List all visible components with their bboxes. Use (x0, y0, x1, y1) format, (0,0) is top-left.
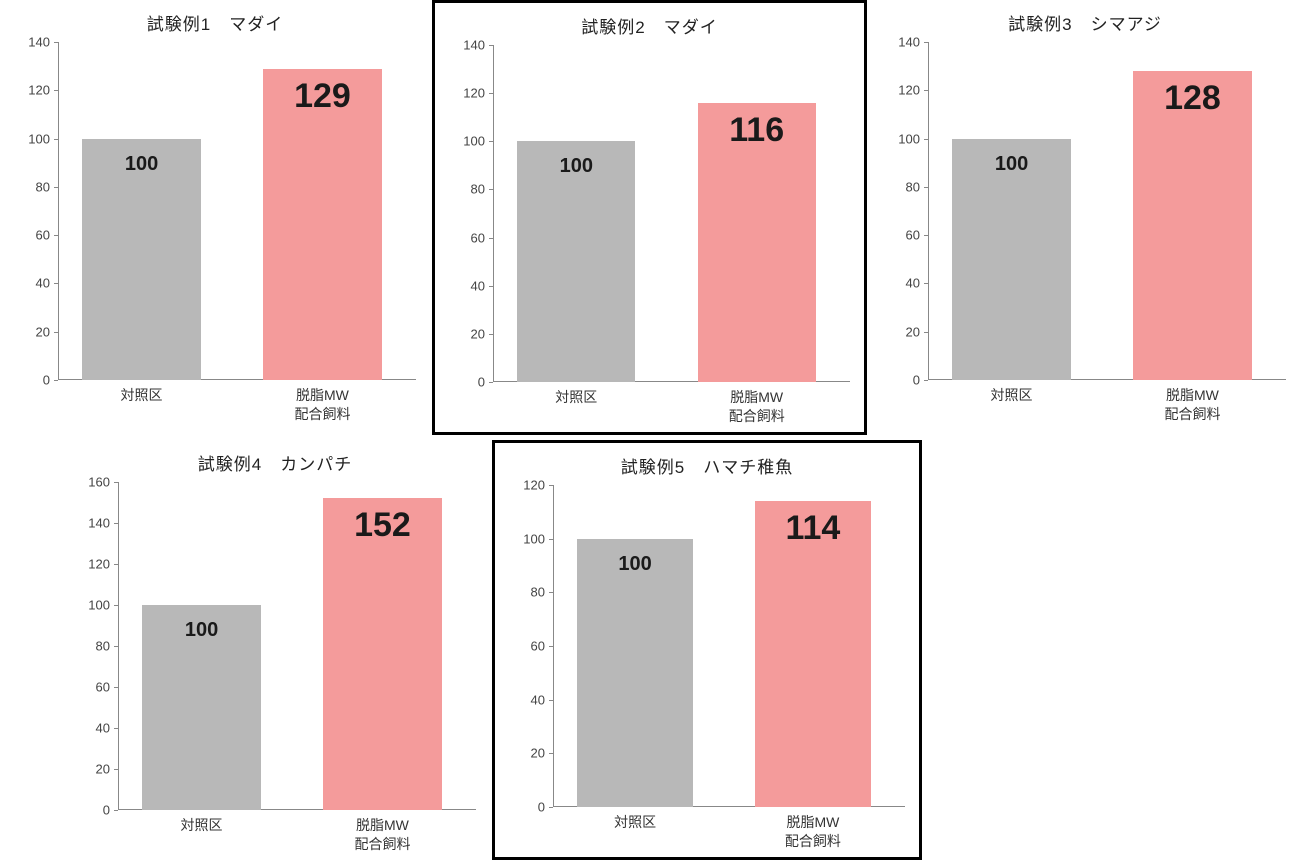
y-tick-label: 40 (14, 276, 58, 291)
chart-title: 試験例1 マダイ (0, 10, 430, 35)
chart-panel-3: 試験例3 シマアジ 0 20 40 60 80 100 120 140 100 128 対照区 脱脂MW… (870, 0, 1300, 430)
y-tick-label: 60 (509, 639, 553, 654)
x-label-control: 対照区 (952, 386, 1072, 405)
bars-group: 100 152 (118, 482, 466, 810)
y-tick-label: 120 (14, 83, 58, 98)
y-tick-label: 80 (884, 179, 928, 194)
plot-area: 020406080100120140160100152 (74, 482, 476, 810)
y-tick-label: 80 (14, 179, 58, 194)
chart-panel-2: 試験例2 マダイ 0 20 40 60 80 100 120 140 100 116 対照区 脱脂MW … (432, 0, 867, 435)
bar-value-treatment: 152 (323, 506, 441, 545)
x-label-treatment: 脱脂MW 配合飼料 (753, 813, 873, 851)
y-tick-label: 60 (14, 228, 58, 243)
y-tick-label: 0 (449, 375, 493, 390)
bar-value-control: 100 (952, 153, 1070, 176)
x-label-control: 対照区 (575, 813, 695, 832)
chart-panel-1: 試験例1 マダイ 0 20 40 60 80 100 120 140 100 129 対照区 脱脂MW … (0, 0, 430, 430)
y-tick-label: 80 (449, 182, 493, 197)
y-tick-label: 120 (449, 86, 493, 101)
y-tick-label: 100 (509, 531, 553, 546)
y-tick-label: 160 (74, 475, 118, 490)
y-tick-label: 20 (74, 762, 118, 777)
y-tick-label: 60 (449, 230, 493, 245)
y-tick-mark (489, 382, 493, 383)
chart-panel-4: 試験例4 カンパチ 0 20 40 60 80 100 120 140 160 100 152 対照区 脱… (60, 440, 490, 860)
y-tick-label: 60 (884, 228, 928, 243)
x-labels: 対照区 脱脂MW 配合飼料 (928, 386, 1276, 432)
y-tick-label: 100 (74, 598, 118, 613)
x-label-control: 対照区 (82, 386, 202, 405)
y-tick-label: 120 (509, 478, 553, 493)
y-tick-label: 120 (884, 83, 928, 98)
y-tick-mark (549, 807, 553, 808)
plot-area: 020406080100120140100128 (884, 42, 1286, 380)
chart-title: 試験例5 ハマチ稚魚 (495, 453, 919, 478)
y-tick-label: 100 (884, 131, 928, 146)
y-tick-label: 120 (74, 557, 118, 572)
y-tick-label: 0 (884, 373, 928, 388)
bars-group: 100 114 (553, 485, 895, 807)
y-tick-label: 140 (14, 35, 58, 50)
y-tick-mark (114, 810, 118, 811)
x-label-control: 対照区 (516, 388, 636, 407)
y-tick-label: 80 (74, 639, 118, 654)
y-tick-label: 0 (74, 803, 118, 818)
y-tick-label: 40 (884, 276, 928, 291)
y-tick-label: 100 (14, 131, 58, 146)
bars-group: 100 129 (58, 42, 406, 380)
x-label-treatment: 脱脂MW 配合飼料 (262, 386, 382, 424)
bar-value-treatment: 128 (1133, 79, 1251, 118)
bars-group: 100 116 (493, 45, 840, 382)
x-label-treatment: 脱脂MW 配合飼料 (322, 816, 442, 854)
y-tick-label: 140 (449, 38, 493, 53)
plot-area: 020406080100120140100116 (449, 45, 850, 382)
y-tick-label: 20 (884, 324, 928, 339)
bar-value-control: 100 (517, 155, 635, 178)
chart-title: 試験例4 カンパチ (60, 450, 490, 475)
y-tick-label: 80 (509, 585, 553, 600)
y-tick-label: 40 (449, 278, 493, 293)
chart-title: 試験例3 シマアジ (870, 10, 1300, 35)
y-tick-label: 0 (14, 373, 58, 388)
x-labels: 対照区 脱脂MW 配合飼料 (553, 813, 895, 859)
x-labels: 対照区 脱脂MW 配合飼料 (493, 388, 840, 434)
y-tick-mark (924, 380, 928, 381)
x-labels: 対照区 脱脂MW 配合飼料 (58, 386, 406, 432)
y-tick-label: 100 (449, 134, 493, 149)
bar-value-control: 100 (82, 153, 200, 176)
y-tick-label: 60 (74, 680, 118, 695)
bar-value-treatment: 116 (698, 111, 816, 150)
y-tick-label: 40 (74, 721, 118, 736)
y-tick-label: 140 (884, 35, 928, 50)
y-tick-label: 20 (14, 324, 58, 339)
x-label-treatment: 脱脂MW 配合飼料 (1132, 386, 1252, 424)
bar-value-control: 100 (142, 619, 260, 642)
chart-panel-5: 試験例5 ハマチ稚魚 0 20 40 60 80 100 120 100 114 対照区 脱脂MW 配… (492, 440, 922, 860)
bar-value-control: 100 (577, 553, 693, 576)
y-tick-mark (54, 380, 58, 381)
bar-control (577, 539, 693, 807)
bars-group: 100 128 (928, 42, 1276, 380)
chart-title: 試験例2 マダイ (435, 13, 864, 38)
y-tick-label: 40 (509, 692, 553, 707)
bar-value-treatment: 114 (755, 509, 871, 548)
y-tick-label: 20 (449, 326, 493, 341)
y-tick-label: 20 (509, 746, 553, 761)
bar-value-treatment: 129 (263, 77, 381, 116)
x-label-treatment: 脱脂MW 配合飼料 (697, 388, 817, 426)
y-tick-label: 0 (509, 800, 553, 815)
plot-area: 020406080100120140100129 (14, 42, 416, 380)
x-label-control: 対照区 (142, 816, 262, 835)
y-tick-label: 140 (74, 516, 118, 531)
plot-area: 020406080100120100114 (509, 485, 905, 807)
x-labels: 対照区 脱脂MW 配合飼料 (118, 816, 466, 862)
